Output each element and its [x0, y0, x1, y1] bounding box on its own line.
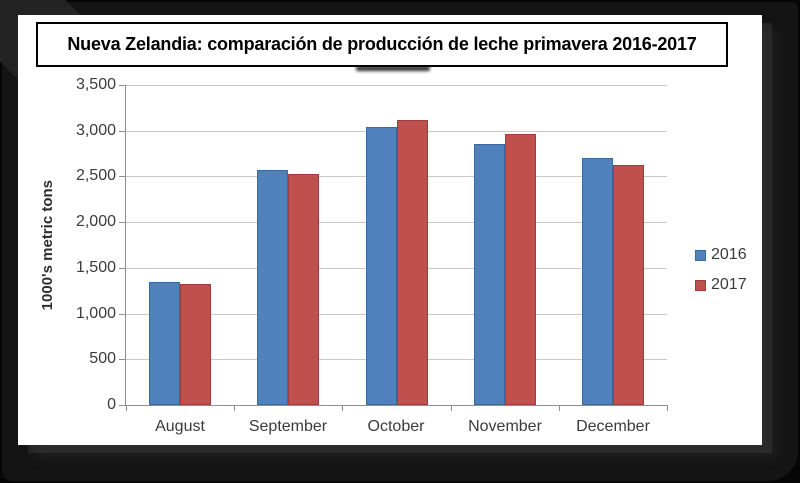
bar-2017-september [288, 174, 319, 405]
y-tick-label: 1,000 [75, 305, 116, 322]
bar-2016-september [257, 170, 288, 405]
y-tick-mark [119, 222, 125, 223]
bar-2017-october [397, 120, 428, 405]
chart-title: Nueva Zelandia: comparación de producció… [67, 34, 697, 54]
y-tick-label: 3,500 [75, 76, 116, 93]
bar-2017-august [180, 284, 211, 405]
bar-2017-november [505, 134, 536, 405]
y-axis-title-text: 1000's metric tons [38, 179, 56, 311]
y-tick-mark [119, 314, 125, 315]
bar-2016-november [474, 144, 505, 405]
plot-area: 0 500 1,000 1,500 2,000 2,500 3,000 3,500 August… [76, 76, 668, 435]
bar-2017-december [613, 165, 644, 405]
x-tick-mark [667, 406, 668, 411]
legend-item-2016: 2016 [695, 246, 747, 264]
y-tick-mark [119, 85, 125, 86]
x-tick-mark [234, 406, 235, 411]
obscured-text-remnant [356, 66, 430, 71]
x-tick-mark [559, 406, 560, 411]
legend-swatch-2017 [695, 279, 706, 291]
y-tick-label: 1,500 [75, 259, 116, 276]
y-tick-label: 2,000 [75, 213, 116, 230]
y-tick-label: 3,000 [75, 122, 116, 139]
bar-2016-august [149, 282, 180, 405]
x-category-label: November [468, 418, 542, 435]
gridline [126, 85, 667, 86]
legend-label-2017: 2017 [711, 276, 747, 293]
legend-item-2017: 2017 [695, 276, 747, 294]
chart-panel: Nueva Zelandia: comparación de producció… [18, 15, 762, 445]
x-tick-mark [126, 406, 127, 411]
x-category-label: August [155, 418, 205, 435]
legend-label-2016: 2016 [711, 246, 747, 263]
y-tick-mark [119, 359, 125, 360]
x-category-label: December [576, 418, 650, 435]
bar-2016-december [582, 158, 613, 405]
y-tick-label: 2,500 [75, 167, 116, 184]
legend-swatch-2016 [695, 249, 706, 261]
x-tick-mark [342, 406, 343, 411]
y-tick-label: 0 [107, 396, 116, 413]
y-tick-mark [119, 268, 125, 269]
chart-title-box: Nueva Zelandia: comparación de producció… [36, 22, 728, 67]
y-tick-mark [119, 405, 125, 406]
x-category-label: October [367, 418, 425, 435]
x-tick-mark [451, 406, 452, 411]
legend: 2016 2017 [695, 246, 747, 294]
x-category-label: September [248, 418, 328, 435]
y-axis-line [125, 85, 126, 406]
y-tick-label: 500 [89, 350, 116, 367]
y-tick-mark [119, 176, 125, 177]
y-tick-mark [119, 131, 125, 132]
bar-2016-october [366, 127, 397, 405]
x-axis-line [125, 405, 668, 406]
